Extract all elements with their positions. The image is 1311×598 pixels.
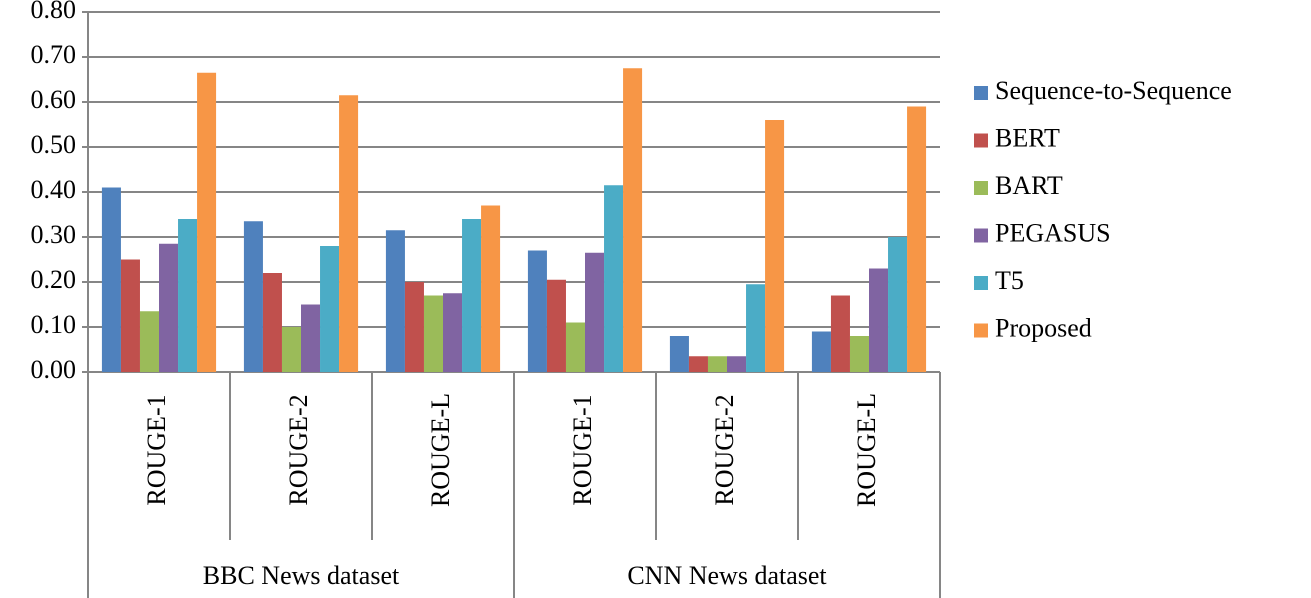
legend-swatch xyxy=(974,133,988,148)
bar xyxy=(765,120,785,372)
legend-swatch xyxy=(974,228,988,243)
x-tick-label: ROUGE-1 xyxy=(568,394,597,505)
legend-swatch xyxy=(974,181,988,195)
bar xyxy=(385,230,405,372)
bar xyxy=(281,327,301,372)
bar xyxy=(746,284,766,372)
x-tick-label: ROUGE-1 xyxy=(142,394,171,505)
bar xyxy=(907,106,927,372)
bar xyxy=(849,336,869,372)
y-tick-label: 0.20 xyxy=(31,265,77,294)
bar xyxy=(688,356,708,372)
legend-label: PEGASUS xyxy=(995,218,1111,247)
bar xyxy=(443,293,463,372)
bar xyxy=(301,304,321,372)
bar xyxy=(727,356,747,372)
bar xyxy=(830,295,850,372)
bar xyxy=(546,279,566,372)
y-tick-label: 0.10 xyxy=(31,310,77,339)
y-tick-label: 0.50 xyxy=(31,130,77,159)
bar xyxy=(623,68,643,372)
group-label: CNN News dataset xyxy=(627,561,827,590)
legend-swatch xyxy=(974,323,988,338)
bar xyxy=(423,295,443,372)
bar xyxy=(527,250,547,372)
bar xyxy=(159,243,179,372)
bar xyxy=(888,237,908,372)
bar xyxy=(101,187,121,372)
y-tick-label: 0.80 xyxy=(31,0,77,24)
bar xyxy=(404,282,424,372)
legend-swatch xyxy=(974,86,988,100)
bar xyxy=(604,185,624,372)
y-tick-label: 0.00 xyxy=(31,355,77,384)
bar xyxy=(462,219,482,372)
bar xyxy=(120,259,140,372)
bar xyxy=(339,95,359,372)
legend-label: BART xyxy=(995,171,1063,200)
x-tick-label: ROUGE-2 xyxy=(284,394,313,505)
legend-swatch xyxy=(974,276,988,290)
bar xyxy=(139,311,159,372)
bar xyxy=(178,219,198,372)
legend-label: BERT xyxy=(995,123,1060,152)
x-tick-label: ROUGE-2 xyxy=(710,394,739,505)
bar xyxy=(585,252,605,372)
bar xyxy=(320,246,340,372)
bar xyxy=(565,322,585,372)
bar xyxy=(707,356,727,372)
bar xyxy=(869,268,889,372)
legend-label: Proposed xyxy=(995,313,1092,342)
bar xyxy=(262,273,282,372)
bar xyxy=(197,72,217,372)
legend-label: Sequence-to-Sequence xyxy=(995,76,1232,105)
y-tick-label: 0.70 xyxy=(31,40,77,69)
y-tick-label: 0.40 xyxy=(31,175,77,204)
bar xyxy=(669,336,689,372)
legend-label: T5 xyxy=(995,266,1024,295)
x-tick-label: ROUGE-L xyxy=(426,393,455,507)
y-tick-label: 0.30 xyxy=(31,220,77,249)
bar xyxy=(481,205,501,372)
y-tick-label: 0.60 xyxy=(31,85,77,114)
bar xyxy=(811,331,831,372)
x-tick-label: ROUGE-L xyxy=(852,393,881,507)
bar xyxy=(243,221,263,372)
group-label: BBC News dataset xyxy=(203,561,400,590)
